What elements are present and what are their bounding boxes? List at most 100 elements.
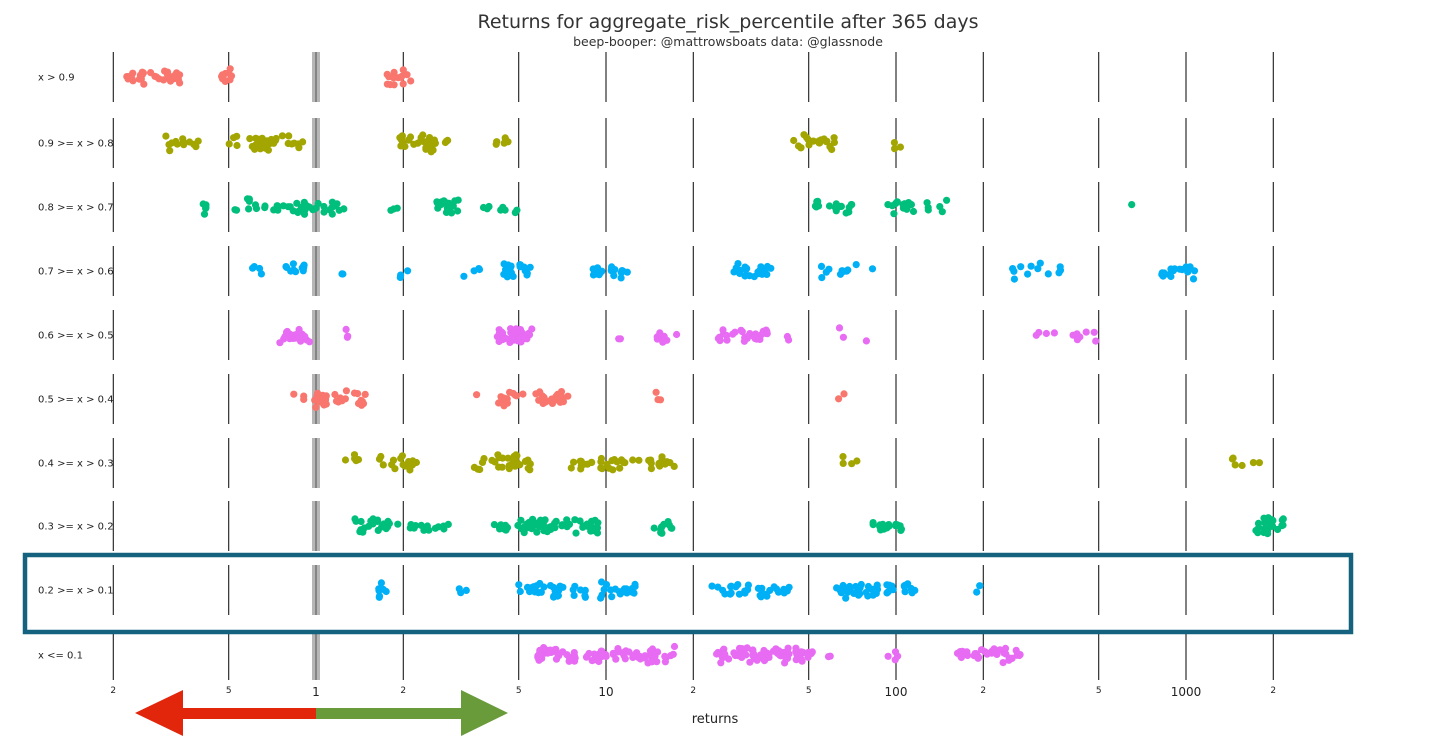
data-point xyxy=(629,651,637,659)
data-point xyxy=(892,199,900,207)
data-point xyxy=(619,457,627,465)
data-point xyxy=(869,519,877,527)
data-point xyxy=(516,261,524,269)
data-point xyxy=(564,392,572,400)
data-point xyxy=(289,260,297,268)
data-point xyxy=(610,272,618,280)
data-point xyxy=(548,395,557,403)
data-point xyxy=(551,587,559,595)
data-point xyxy=(397,73,405,81)
data-point xyxy=(591,516,599,524)
data-point xyxy=(823,137,831,145)
data-point xyxy=(826,652,834,660)
data-point xyxy=(713,650,721,658)
data-point xyxy=(283,328,291,336)
data-point xyxy=(526,263,534,271)
data-point xyxy=(531,588,539,596)
data-point xyxy=(835,395,843,403)
data-point xyxy=(911,586,919,595)
data-point xyxy=(723,336,731,344)
data-point xyxy=(537,588,545,596)
data-point xyxy=(737,326,745,334)
data-point xyxy=(864,582,873,591)
data-point xyxy=(854,591,863,599)
data-point xyxy=(938,208,946,216)
data-point xyxy=(342,387,350,395)
data-point xyxy=(558,522,566,530)
data-point xyxy=(845,208,853,216)
data-point xyxy=(528,325,536,333)
data-point xyxy=(817,262,826,270)
data-point xyxy=(781,653,789,661)
data-point xyxy=(773,585,781,593)
data-point xyxy=(377,579,385,587)
data-point xyxy=(495,454,503,462)
data-point xyxy=(420,526,428,534)
data-point xyxy=(743,264,751,273)
data-point xyxy=(943,196,951,204)
data-point xyxy=(521,265,529,273)
data-point xyxy=(409,457,417,465)
data-point xyxy=(261,204,269,212)
data-point xyxy=(598,465,606,473)
data-point xyxy=(276,339,284,347)
data-point xyxy=(383,80,391,88)
reference-line xyxy=(312,52,320,680)
data-point xyxy=(501,134,509,142)
data-point xyxy=(537,516,545,524)
data-point xyxy=(515,460,523,468)
chart-title: Returns for aggregate_risk_percentile af… xyxy=(477,11,978,33)
data-point xyxy=(426,143,434,151)
data-point xyxy=(225,140,233,148)
data-point xyxy=(756,266,764,274)
data-point xyxy=(792,656,800,664)
data-point xyxy=(1055,269,1063,277)
data-point xyxy=(648,647,656,655)
data-point xyxy=(510,454,518,462)
data-point xyxy=(742,651,750,659)
data-point xyxy=(552,655,561,663)
data-point xyxy=(909,207,918,216)
data-point xyxy=(804,651,812,659)
chart-subtitle: beep-booper: @mattrowsboats data: @glass… xyxy=(573,34,883,49)
data-point xyxy=(1073,330,1081,338)
data-point xyxy=(1024,270,1032,278)
data-point xyxy=(284,203,292,211)
data-point xyxy=(839,333,848,341)
data-point xyxy=(515,334,523,342)
data-point xyxy=(298,264,306,272)
data-point xyxy=(758,330,766,339)
data-point xyxy=(245,197,253,205)
data-point xyxy=(647,465,656,473)
data-point xyxy=(597,458,605,466)
data-point xyxy=(403,71,411,79)
data-point xyxy=(572,529,580,537)
row-label: 0.6 >= x > 0.5 xyxy=(38,331,114,342)
data-point xyxy=(780,585,788,594)
tick-label: 2 xyxy=(690,686,696,696)
data-point xyxy=(857,580,865,589)
data-point xyxy=(741,587,749,595)
data-point xyxy=(978,646,986,654)
data-point xyxy=(445,202,453,210)
row-label: 0.5 >= x > 0.4 xyxy=(38,395,114,406)
data-point xyxy=(249,264,257,272)
tick-label: 1000 xyxy=(1171,685,1202,699)
data-point xyxy=(521,457,530,465)
data-point xyxy=(721,651,729,659)
data-point xyxy=(350,389,359,397)
data-point xyxy=(1035,328,1043,337)
data-point xyxy=(717,659,725,667)
data-point xyxy=(654,396,662,404)
data-point xyxy=(708,582,716,590)
data-point xyxy=(831,204,840,212)
data-point xyxy=(891,145,899,153)
data-point xyxy=(517,516,525,524)
data-point xyxy=(124,75,132,83)
data-point xyxy=(843,267,851,275)
data-point xyxy=(535,652,543,660)
data-point xyxy=(503,524,512,532)
data-point xyxy=(162,132,170,140)
data-point xyxy=(382,587,390,596)
data-point xyxy=(546,582,555,590)
